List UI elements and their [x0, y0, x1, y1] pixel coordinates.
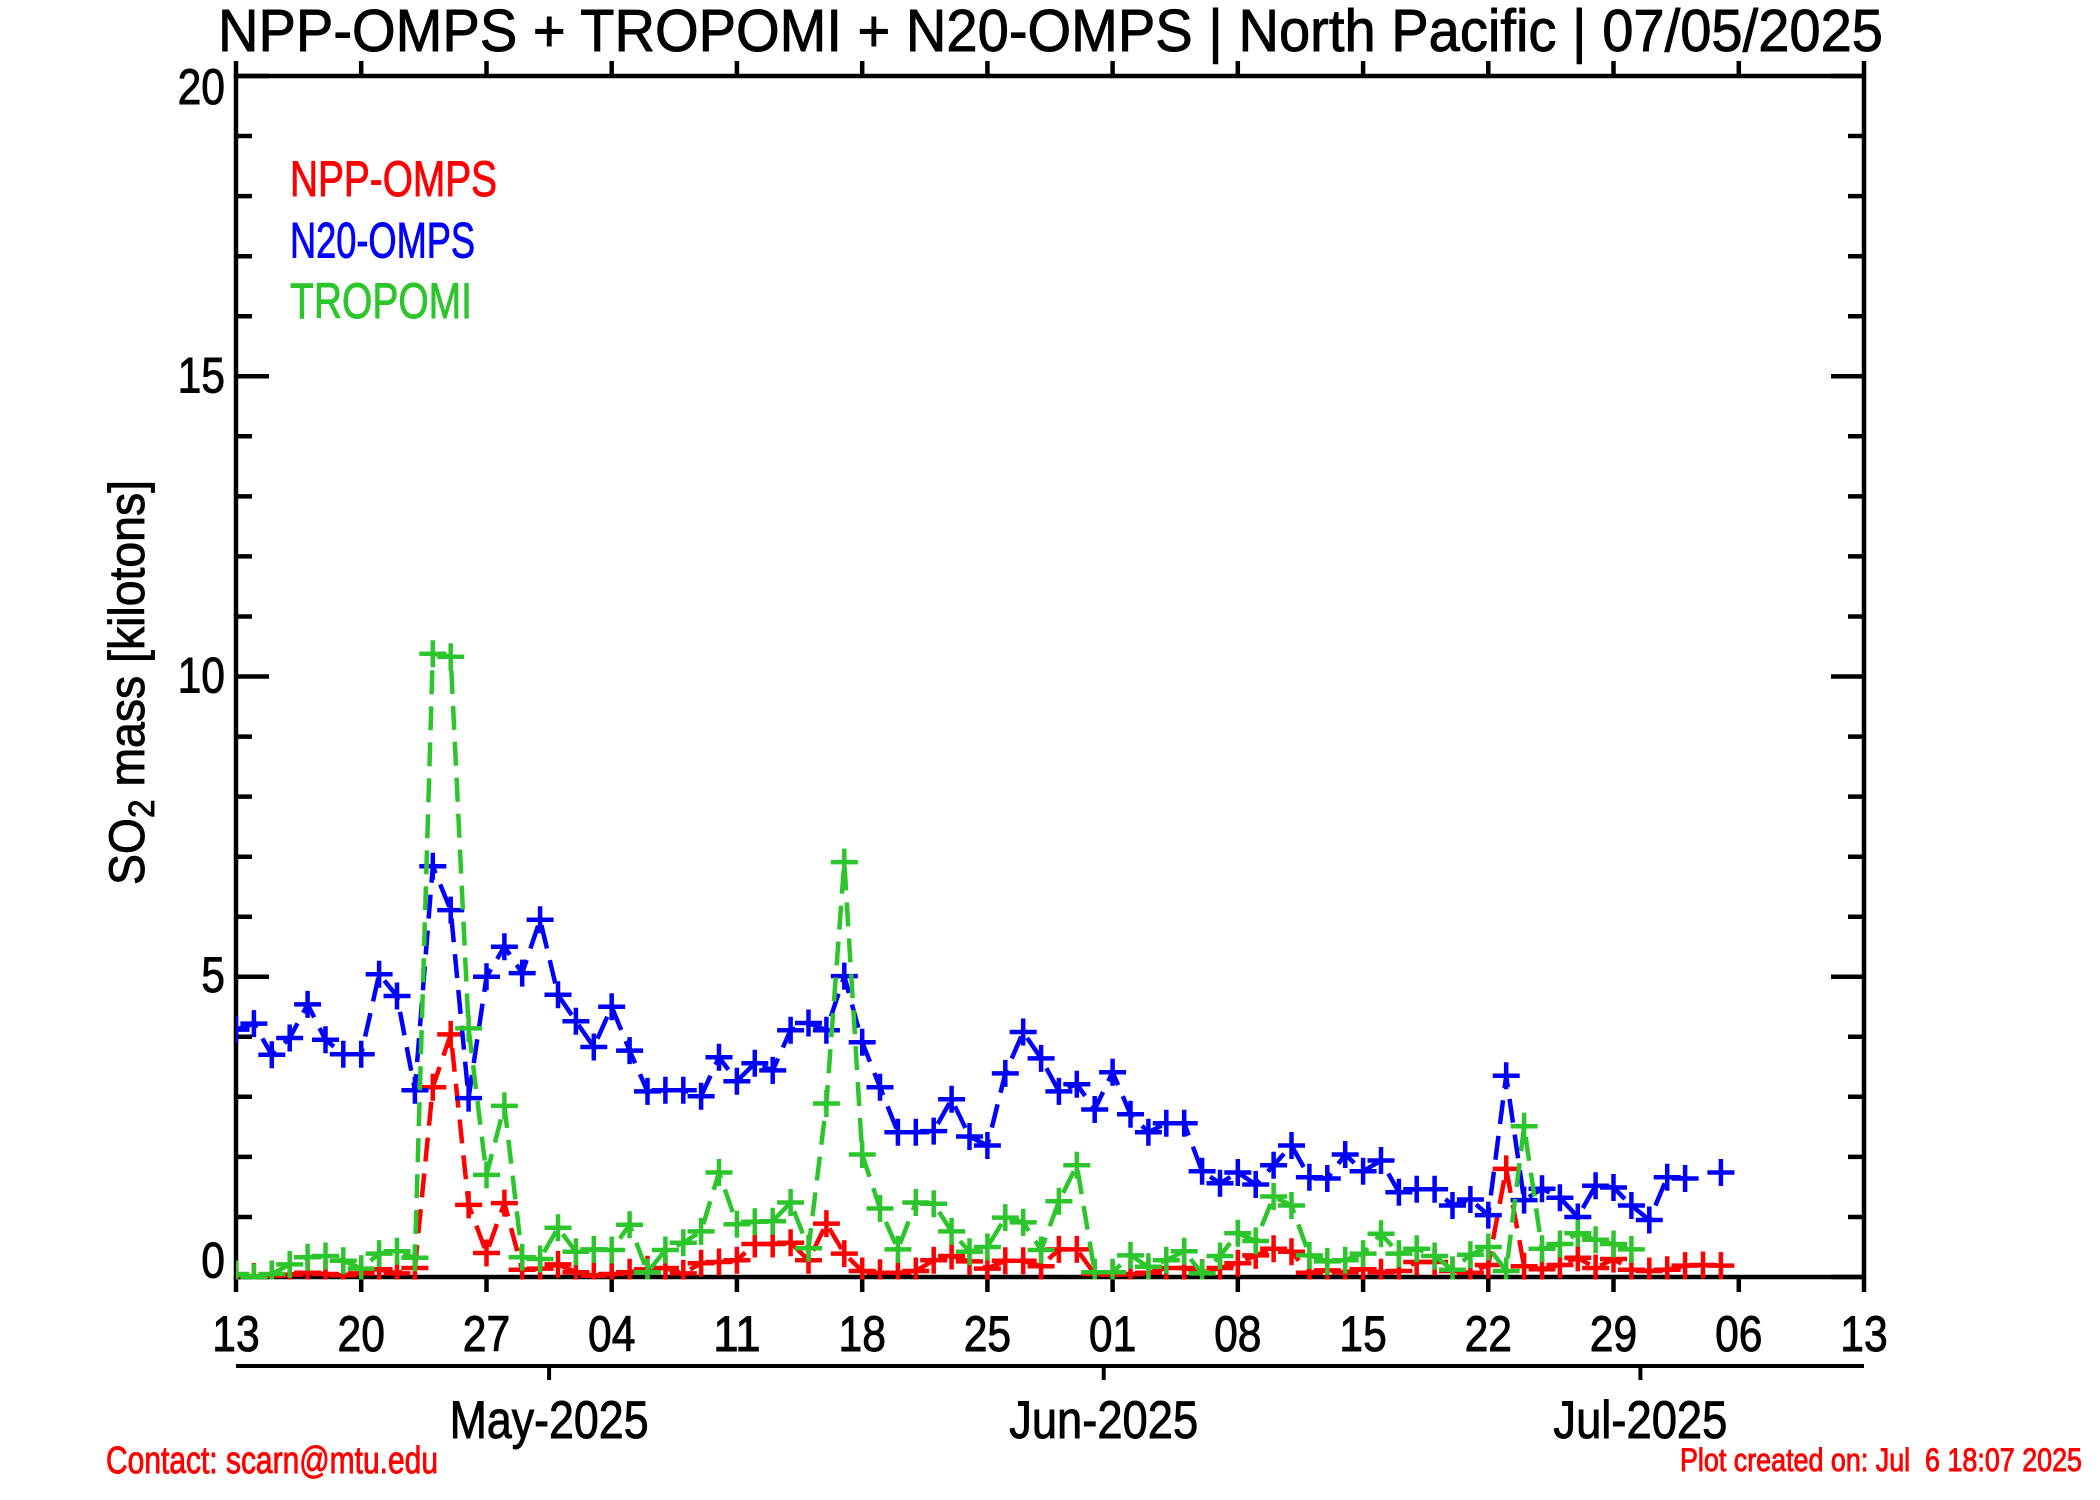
svg-text:TROPOMI: TROPOMI: [290, 273, 472, 329]
svg-text:13: 13: [212, 1306, 259, 1362]
svg-text:20: 20: [338, 1306, 385, 1362]
svg-text:08: 08: [1214, 1306, 1261, 1362]
svg-text:NPP-OMPS: NPP-OMPS: [290, 151, 497, 207]
svg-text:NPP-OMPS + TROPOMI + N20-OMPS: NPP-OMPS + TROPOMI + N20-OMPS | North Pa…: [218, 0, 1883, 64]
svg-text:Contact: scarn@mtu.edu: Contact: scarn@mtu.edu: [106, 1440, 438, 1482]
svg-text:25: 25: [964, 1306, 1011, 1362]
svg-text:N20-OMPS: N20-OMPS: [290, 213, 475, 269]
svg-text:11: 11: [713, 1306, 760, 1362]
svg-text:5: 5: [201, 947, 225, 1003]
svg-text:20: 20: [178, 59, 225, 115]
svg-text:01: 01: [1089, 1306, 1136, 1362]
svg-text:Jul-2025: Jul-2025: [1553, 1391, 1727, 1450]
svg-text:SO2 mass [kilotons]: SO2 mass [kilotons]: [99, 480, 162, 885]
svg-text:18: 18: [839, 1306, 886, 1362]
svg-text:Plot created on: Jul 6 18:07: Plot created on: Jul 6 18:07 2025: [1680, 1442, 2082, 1478]
svg-text:22: 22: [1465, 1306, 1512, 1362]
svg-text:13: 13: [1840, 1306, 1887, 1362]
svg-text:Jun-2025: Jun-2025: [1009, 1391, 1198, 1450]
svg-text:06: 06: [1715, 1306, 1762, 1362]
svg-text:15: 15: [178, 348, 225, 404]
svg-text:May-2025: May-2025: [450, 1391, 649, 1450]
svg-text:29: 29: [1590, 1306, 1637, 1362]
svg-text:04: 04: [588, 1306, 635, 1362]
svg-text:15: 15: [1339, 1306, 1386, 1362]
svg-text:0: 0: [201, 1233, 225, 1289]
svg-text:10: 10: [178, 648, 225, 704]
svg-text:27: 27: [463, 1306, 510, 1362]
